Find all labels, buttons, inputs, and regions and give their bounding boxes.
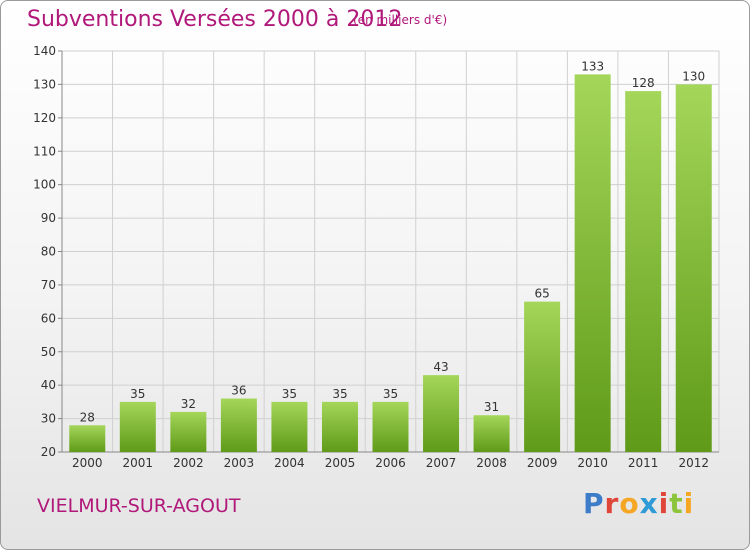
x-tick-label: 2007 bbox=[426, 456, 457, 470]
x-tick-label: 2001 bbox=[123, 456, 154, 470]
y-tick-label: 110 bbox=[33, 144, 56, 158]
data-label: 133 bbox=[581, 59, 604, 73]
bars bbox=[69, 74, 712, 453]
data-labels: 28 35 32 36 35 35 35 43 31 65 133 128 130 bbox=[80, 59, 706, 424]
data-label: 128 bbox=[632, 76, 655, 90]
y-tick-label: 50 bbox=[41, 345, 56, 359]
chart-subtitle: (en milliers d'€) bbox=[353, 13, 448, 27]
data-label: 35 bbox=[383, 387, 398, 401]
x-tick-label: 2003 bbox=[224, 456, 255, 470]
data-label: 31 bbox=[484, 400, 499, 414]
logo-letter: P bbox=[583, 487, 605, 520]
data-label: 28 bbox=[80, 410, 95, 424]
bar bbox=[170, 411, 207, 452]
y-tick-label: 120 bbox=[33, 111, 56, 125]
chart-title: Subventions Versées 2000 à 2012 bbox=[27, 7, 403, 32]
x-tick-label: 2005 bbox=[325, 456, 356, 470]
bar bbox=[473, 415, 510, 452]
bar bbox=[321, 401, 358, 452]
x-tick-label: 2012 bbox=[678, 456, 709, 470]
x-tick-label: 2009 bbox=[527, 456, 558, 470]
data-label: 35 bbox=[130, 387, 145, 401]
proxiti-logo: Proxiti bbox=[583, 487, 694, 520]
y-tick-label: 20 bbox=[41, 445, 56, 459]
y-tick-label: 70 bbox=[41, 278, 56, 292]
y-tick-label: 40 bbox=[41, 378, 56, 392]
bar bbox=[220, 398, 257, 452]
bar bbox=[119, 401, 156, 452]
y-tick-label: 60 bbox=[41, 311, 56, 325]
data-label: 32 bbox=[181, 397, 196, 411]
logo-letter: i bbox=[658, 487, 670, 520]
logo-letter: x bbox=[639, 487, 659, 520]
logo-letter: i bbox=[683, 487, 695, 520]
data-label: 65 bbox=[534, 287, 549, 301]
bar bbox=[423, 375, 460, 452]
x-tick-label: 2004 bbox=[274, 456, 305, 470]
y-tick-label: 90 bbox=[41, 211, 56, 225]
y-tick-label: 80 bbox=[41, 245, 56, 259]
x-tick-label: 2008 bbox=[476, 456, 507, 470]
x-tick-label: 2010 bbox=[577, 456, 608, 470]
bar bbox=[675, 84, 712, 453]
x-tick-label: 2011 bbox=[628, 456, 659, 470]
logo-letter: t bbox=[669, 487, 684, 520]
data-label: 36 bbox=[231, 384, 246, 398]
logo-letter: r bbox=[604, 487, 620, 520]
logo-letter: o bbox=[619, 487, 640, 520]
bar bbox=[372, 401, 409, 452]
x-tick-label: 2000 bbox=[72, 456, 103, 470]
data-label: 130 bbox=[682, 69, 705, 83]
bar bbox=[524, 301, 561, 452]
x-tick-label: 2002 bbox=[173, 456, 204, 470]
data-label: 35 bbox=[282, 387, 297, 401]
bar bbox=[625, 91, 662, 452]
commune-name: VIELMUR-SUR-AGOUT bbox=[37, 495, 241, 517]
x-tick-label: 2006 bbox=[375, 456, 406, 470]
bar bbox=[271, 401, 308, 452]
bar bbox=[69, 425, 106, 452]
y-tick-label: 140 bbox=[33, 44, 56, 58]
data-label: 35 bbox=[332, 387, 347, 401]
y-tick-label: 100 bbox=[33, 178, 56, 192]
bar bbox=[574, 74, 611, 453]
data-label: 43 bbox=[433, 360, 448, 374]
y-tick-label: 30 bbox=[41, 412, 56, 426]
y-tick-label: 130 bbox=[33, 77, 56, 91]
